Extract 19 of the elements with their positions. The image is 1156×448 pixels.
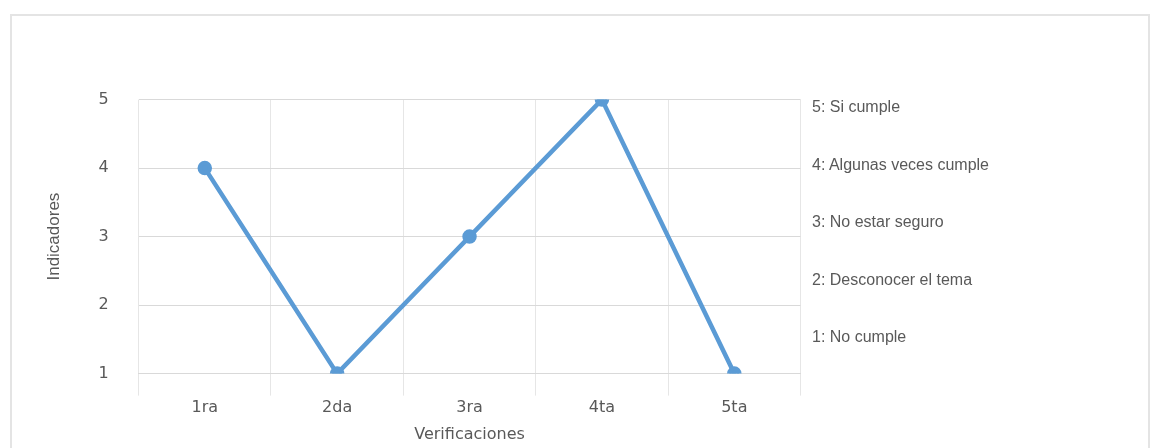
- text: 5: Si cumple: [812, 98, 902, 117]
- y-tick-label: 4: [98, 157, 109, 177]
- x-tick-label: 5ta: [721, 397, 748, 417]
- point: [197, 160, 213, 176]
- text: 4: Algunas veces cumple: [812, 155, 989, 175]
- y-tick-label: 5: [98, 88, 109, 108]
- x-tick-label: 2da: [322, 397, 353, 417]
- x-tick-label: 3ra: [456, 397, 483, 417]
- x-axis-title: Verificaciones: [414, 423, 525, 443]
- y-tick-label: 3: [98, 225, 109, 245]
- y-tick-label: 1: [98, 362, 109, 382]
- y-tick-label: 2: [98, 294, 109, 314]
- text: 2: Desconocer el tema: [812, 270, 974, 290]
- x-tick-label: 4ta: [588, 397, 616, 417]
- x-tick-label: 1ra: [191, 397, 219, 417]
- y-axis-title: Indicadores: [43, 192, 63, 281]
- text: 1: No cumple: [812, 328, 908, 347]
- point: [462, 229, 477, 244]
- text: 3: No estar seguro: [812, 213, 945, 232]
